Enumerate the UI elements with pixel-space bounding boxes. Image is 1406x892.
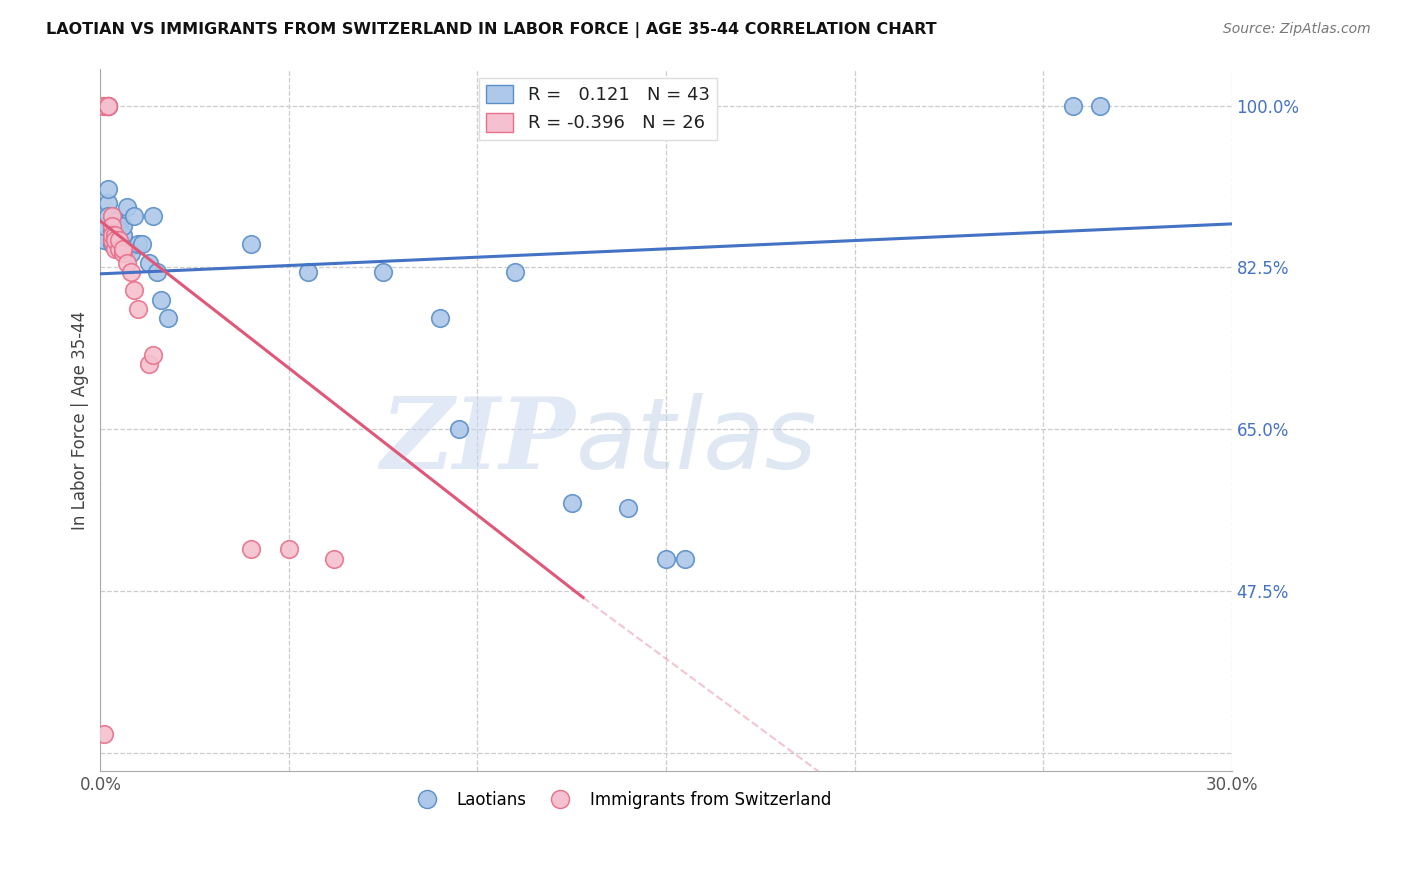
Point [100,237,122,252]
Point [120,246,142,260]
Point [447,422,470,436]
Point [104,223,127,237]
Point [108,242,131,256]
Point [124,284,146,298]
Point [240,237,263,252]
Point [115,242,138,256]
Point [97,98,120,112]
Point [108,233,131,247]
Point [104,227,127,242]
Text: LAOTIAN VS IMMIGRANTS FROM SWITZERLAND IN LABOR FORCE | AGE 35-44 CORRELATION CH: LAOTIAN VS IMMIGRANTS FROM SWITZERLAND I… [46,22,936,38]
Point [104,242,127,256]
Point [93,98,115,112]
Point [111,227,134,242]
Point [124,210,146,224]
Y-axis label: In Labor Force | Age 35-44: In Labor Force | Age 35-44 [72,310,89,530]
Point [100,227,122,242]
Point [97,210,120,224]
Point [149,293,172,307]
Point [142,348,165,362]
Text: ZIP: ZIP [381,392,575,490]
Point [100,219,122,233]
Point [115,200,138,214]
Point [93,233,115,247]
Point [100,223,122,237]
Point [100,210,122,224]
Point [373,265,395,279]
Point [104,214,127,228]
Point [111,242,134,256]
Point [100,233,122,247]
Text: atlas: atlas [575,392,817,490]
Point [108,237,131,252]
Point [120,265,142,279]
Point [240,542,263,557]
Point [104,233,127,247]
Point [100,233,122,247]
Point [142,210,165,224]
Point [108,223,131,237]
Point [655,551,678,566]
Point [429,311,451,326]
Point [127,301,149,316]
Point [277,542,299,557]
Point [673,551,696,566]
Point [1062,98,1084,112]
Point [100,219,122,233]
Point [97,98,120,112]
Point [138,256,160,270]
Point [617,500,640,515]
Point [157,311,180,326]
Point [93,727,115,741]
Point [561,496,583,510]
Point [131,237,153,252]
Point [97,182,120,196]
Point [104,233,127,247]
Point [97,195,120,210]
Point [97,98,120,112]
Point [104,233,127,247]
Point [97,98,120,112]
Point [297,265,319,279]
Point [503,265,526,279]
Point [108,219,131,233]
Point [111,219,134,233]
Legend: Laotians, Immigrants from Switzerland: Laotians, Immigrants from Switzerland [404,784,838,816]
Text: Source: ZipAtlas.com: Source: ZipAtlas.com [1223,22,1371,37]
Point [146,265,169,279]
Point [323,551,346,566]
Point [111,246,134,260]
Point [93,98,115,112]
Point [97,98,120,112]
Point [93,219,115,233]
Point [127,237,149,252]
Point [115,256,138,270]
Point [138,358,160,372]
Point [1088,98,1111,112]
